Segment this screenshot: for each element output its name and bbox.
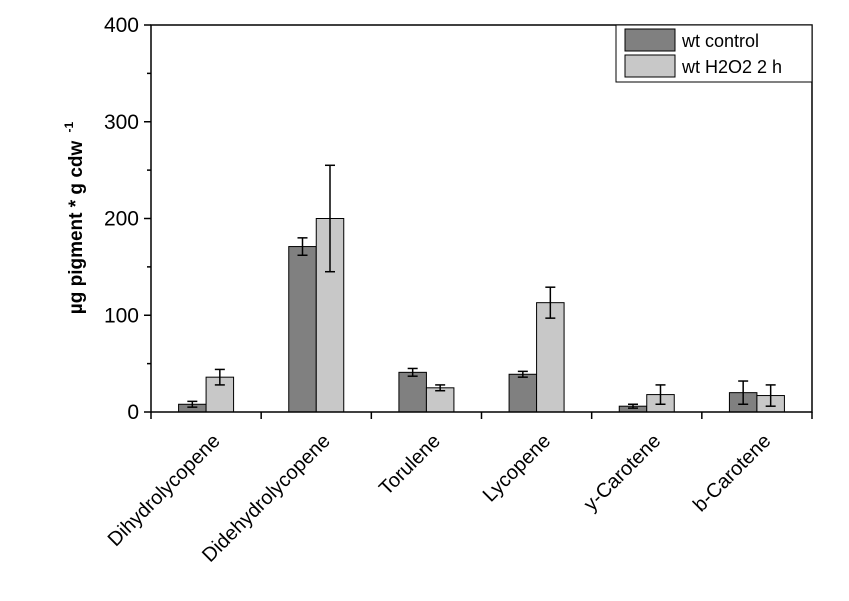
error-bar-s0-2 xyxy=(407,367,418,377)
y-axis-label-main: µg pigment * g cdw xyxy=(66,141,87,315)
axes-frame xyxy=(150,24,813,413)
error-bar-s1-1 xyxy=(325,164,335,273)
bar-s1-2 xyxy=(425,387,455,413)
legend-label-wt-h2o2: wt H2O2 2 h xyxy=(681,57,782,77)
error-bar-s1-3 xyxy=(545,286,556,319)
y-tick-label: 300 xyxy=(104,111,139,134)
error-bar-s1-0 xyxy=(214,368,225,386)
bar-s0-1 xyxy=(288,246,317,413)
error-bars-group xyxy=(187,164,776,409)
x-category-label: Dihydrolycopene xyxy=(104,430,225,551)
bar-s0-2 xyxy=(398,371,427,413)
error-bar-s0-0 xyxy=(187,400,198,408)
x-category-label: Lycopene xyxy=(479,430,555,506)
legend-swatch-wt-control xyxy=(624,28,676,52)
y-axis-label-superscript: -1 xyxy=(62,121,76,132)
legend: wt control wt H2O2 2 h xyxy=(615,24,813,83)
bar-s0-3 xyxy=(508,373,538,413)
error-bar-s0-3 xyxy=(517,370,528,378)
y-tick-label: 0 xyxy=(127,401,139,424)
error-bar-s0-5 xyxy=(738,380,749,406)
bars-group xyxy=(178,218,785,413)
x-category-label: b-Carotene xyxy=(689,430,775,516)
x-category-label: y-Carotene xyxy=(580,430,666,516)
y-tick-label: 100 xyxy=(104,304,139,327)
y-tick-label: 400 xyxy=(104,14,139,37)
legend-swatch-wt-h2o2 xyxy=(624,54,676,78)
error-bar-s0-4 xyxy=(628,403,638,409)
legend-label-wt-control: wt control xyxy=(681,31,759,51)
error-bar-s0-1 xyxy=(297,237,308,257)
x-category-label: Torulene xyxy=(375,430,445,500)
y-axis-label: µg pigment * g cdw -1 xyxy=(62,121,87,314)
error-bar-s1-2 xyxy=(435,384,446,392)
y-tick-label: 200 xyxy=(104,208,139,231)
bar-s1-3 xyxy=(536,302,565,413)
error-bar-s1-4 xyxy=(655,384,666,406)
error-bar-s1-5 xyxy=(765,384,776,407)
y-axis-ticks: 0 100 200 300 400 xyxy=(104,14,151,424)
